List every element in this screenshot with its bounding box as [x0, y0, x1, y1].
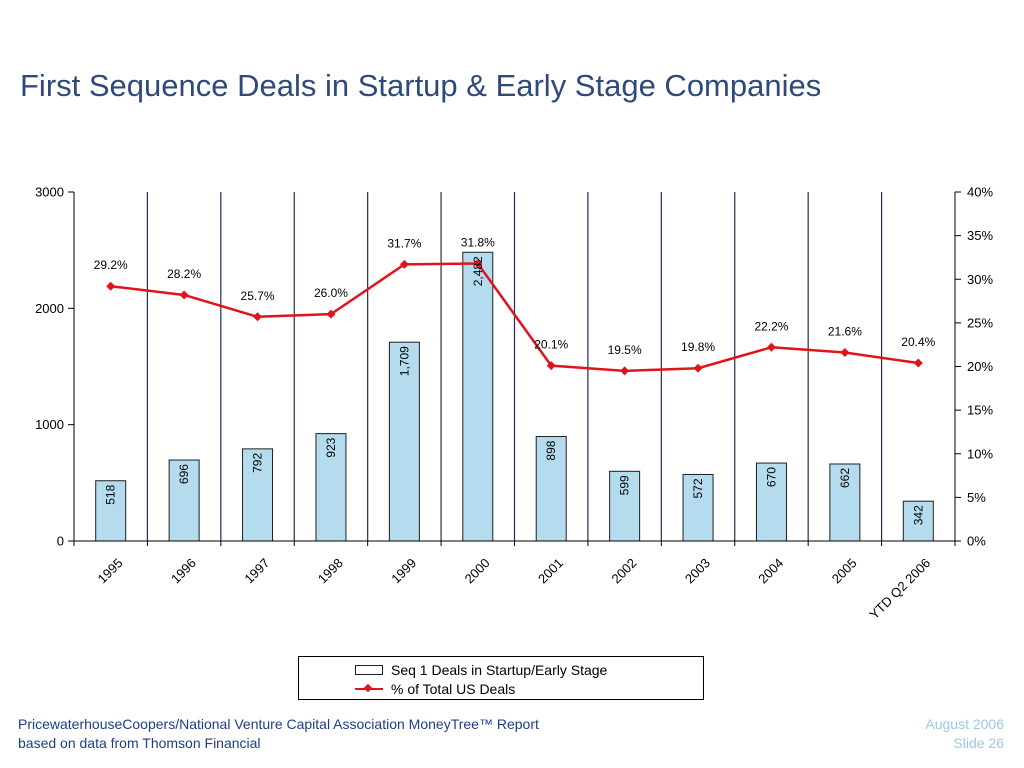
- legend-item-bars: Seq 1 Deals in Startup/Early Stage: [355, 660, 607, 680]
- footer-date: August 2006: [925, 716, 1004, 732]
- legend: Seq 1 Deals in Startup/Early Stage % of …: [298, 656, 704, 700]
- bar-value-label: 923: [324, 437, 338, 457]
- line-series: [106, 259, 923, 376]
- y-left-tick-label: 1000: [35, 417, 64, 432]
- line-value-label: 20.4%: [901, 335, 935, 349]
- line-value-label: 19.8%: [681, 340, 715, 354]
- bar-value-label: 572: [691, 478, 705, 498]
- line-marker: [840, 348, 850, 358]
- footer-slide-number: Slide 26: [953, 735, 1004, 751]
- bar: [902, 500, 934, 542]
- line-value-label: 21.6%: [828, 325, 862, 339]
- x-category-label: 1995: [95, 555, 126, 586]
- line-value-label: 20.1%: [534, 338, 568, 352]
- bar-value-label: 2,482: [471, 256, 485, 286]
- data-labels: 518 696 792 923 1,709 2,482 898 599 572 670 662 342…: [94, 236, 936, 526]
- line-value-label: 25.7%: [241, 289, 275, 303]
- line-marker: [693, 363, 703, 373]
- x-category-label: 2003: [682, 555, 713, 586]
- legend-item-line: % of Total US Deals: [355, 679, 515, 699]
- y-right-tick-label: 30%: [967, 272, 993, 287]
- line-value-label: 19.5%: [608, 343, 642, 357]
- y-left-tick-label: 3000: [35, 185, 64, 200]
- legend-swatch-line: [355, 684, 383, 694]
- legend-label-bars: Seq 1 Deals in Startup/Early Stage: [391, 662, 608, 678]
- line-marker: [399, 259, 409, 269]
- y-right-tick-label: 25%: [967, 315, 993, 330]
- line-value-label: 26.0%: [314, 286, 348, 300]
- x-category-label: 2000: [462, 555, 493, 586]
- line-value-label: 28.2%: [167, 267, 201, 281]
- bar: [168, 459, 200, 542]
- chart: 0 1000 2000 3000 0% 5% 10% 15% 20% 25% 30% 35% 40% 19…: [35, 185, 993, 623]
- bar: [755, 462, 787, 542]
- slide-title: First Sequence Deals in Startup & Early …: [20, 68, 822, 103]
- line-marker: [326, 309, 336, 319]
- bar: [682, 473, 714, 542]
- bar-value-label: 342: [911, 505, 925, 525]
- bar-value-label: 518: [104, 484, 118, 504]
- y-right-tick-label: 10%: [967, 446, 993, 461]
- legend-label-line: % of Total US Deals: [391, 681, 516, 697]
- bar: [388, 341, 420, 542]
- line-value-label: 22.2%: [754, 319, 788, 333]
- line-marker: [179, 290, 189, 300]
- bar-value-label: 599: [618, 475, 632, 495]
- category-gridlines: [146, 192, 883, 541]
- x-category-label: 2002: [608, 555, 639, 586]
- line-marker: [766, 342, 776, 352]
- line-marker: [473, 259, 483, 269]
- y-right-tick-label: 20%: [967, 359, 993, 374]
- x-category-label: 1997: [241, 555, 272, 586]
- y-right-tick-label: 0%: [967, 534, 986, 549]
- bar-value-label: 696: [177, 464, 191, 484]
- footer-meta: August 2006 Slide 26: [925, 715, 1004, 753]
- x-category-label: 2005: [829, 555, 860, 586]
- bar: [609, 470, 641, 542]
- x-category-label: YTD Q2 2006: [866, 555, 933, 622]
- x-category-label: 1996: [168, 555, 199, 586]
- y-right-tick-label: 5%: [967, 490, 986, 505]
- footer-source-line2: based on data from Thomson Financial: [18, 735, 261, 751]
- bar-value-label: 662: [838, 468, 852, 488]
- footer-source: PricewaterhouseCoopers/National Venture …: [18, 715, 539, 753]
- legend-swatch-bar: [355, 665, 383, 675]
- bar-value-label: 670: [764, 467, 778, 487]
- bar: [535, 436, 567, 542]
- line-marker: [546, 361, 556, 371]
- line-marker: [620, 366, 630, 376]
- y-left-tick-label: 2000: [35, 301, 64, 316]
- line-marker: [913, 358, 923, 368]
- x-category-label: 2004: [755, 555, 786, 586]
- line-value-label: 31.8%: [461, 236, 495, 250]
- line-marker: [253, 312, 263, 322]
- line-value-label: 29.2%: [94, 258, 128, 272]
- bar-series: [95, 251, 934, 542]
- x-category-label: 1999: [388, 555, 419, 586]
- y-right-tick-label: 15%: [967, 403, 993, 418]
- y-right-tick-label: 35%: [967, 228, 993, 243]
- x-category-label: 1998: [315, 555, 346, 586]
- bar-value-label: 1,709: [397, 346, 411, 376]
- bar: [315, 433, 347, 542]
- line-path: [110, 262, 919, 373]
- footer-source-line1: PricewaterhouseCoopers/National Venture …: [18, 716, 539, 732]
- bar-value-label: 898: [544, 440, 558, 460]
- line-value-label: 31.7%: [387, 236, 421, 250]
- line-marker: [106, 281, 116, 291]
- y-left-tick-label: 0: [57, 534, 64, 549]
- y-right-tick-label: 40%: [967, 185, 993, 200]
- bar: [462, 251, 494, 542]
- x-category-label: 2001: [535, 555, 566, 586]
- bar: [829, 463, 861, 542]
- bar: [242, 448, 274, 542]
- bar-value-label: 792: [251, 453, 265, 473]
